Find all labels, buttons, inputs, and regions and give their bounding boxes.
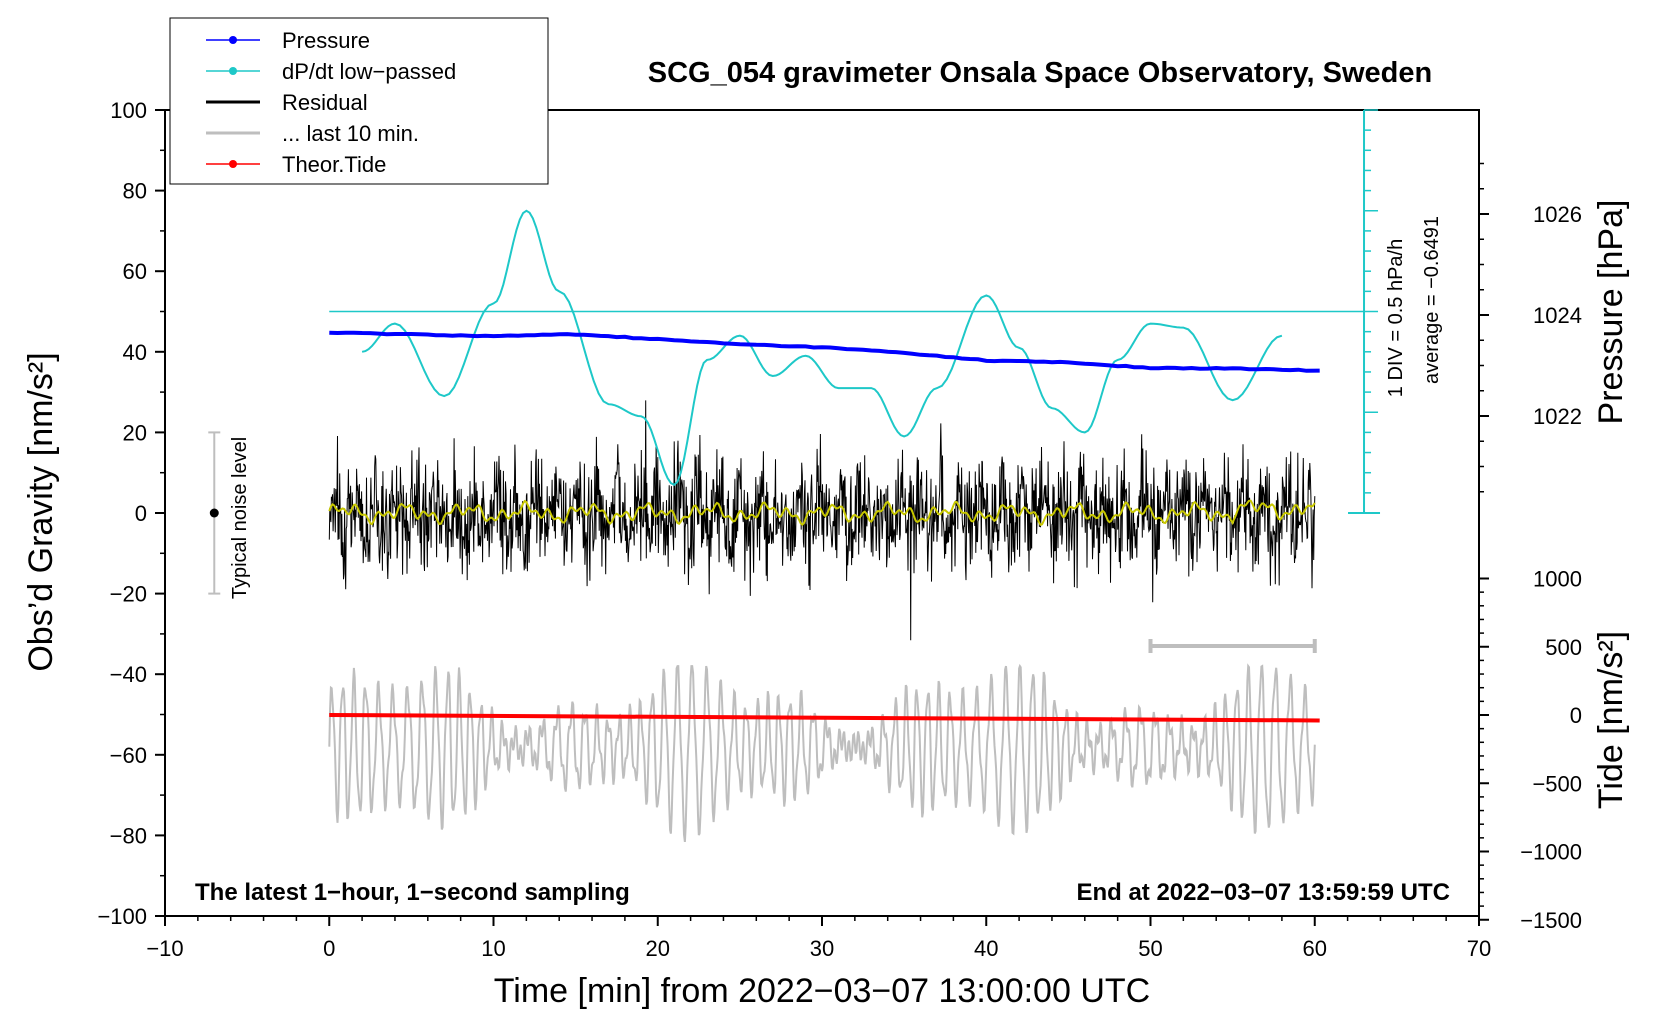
series-theor-tide (329, 713, 1320, 723)
x-tick-label: 60 (1303, 936, 1327, 961)
y-axis-pressure-title: Pressure [hPa] (1592, 200, 1630, 425)
note-left: The latest 1−hour, 1−second sampling (195, 879, 630, 906)
x-axis: −10 0 10 20 30 40 50 60 70 (146, 916, 1491, 961)
annotations: Typical noise level (208, 431, 1317, 653)
y-tick-label: −40 (110, 662, 147, 687)
legend-label: dP/dt low−passed (282, 59, 456, 84)
x-tick-label: 0 (323, 936, 335, 961)
pressure-tick-label: 1022 (1533, 404, 1582, 429)
series-residual (328, 400, 1316, 641)
y-tick-label: 100 (110, 98, 147, 123)
x-tick-label: 10 (481, 936, 505, 961)
series-last-10-min (328, 663, 1316, 843)
tide-tick-label: 0 (1570, 703, 1582, 728)
y-tick-label: −100 (97, 904, 147, 929)
series-residual-lowpass (328, 499, 1316, 527)
y-tick-label: 40 (123, 340, 147, 365)
noise-bar-dot (209, 508, 219, 518)
legend-marker (229, 67, 237, 75)
pressure-tick-label: 1024 (1533, 303, 1582, 328)
legend-marker (229, 160, 237, 168)
tide-tick-label: 1000 (1533, 567, 1582, 592)
x-tick-label: −10 (146, 936, 183, 961)
series-pressure (329, 330, 1320, 373)
y-axis-tide: 1000 500 0 −500 −1000 −1500 (1479, 567, 1582, 933)
x-tick-label: 30 (810, 936, 834, 961)
x-tick-label: 20 (646, 936, 670, 961)
tide-tick-label: −1000 (1520, 840, 1582, 865)
y-tick-label: 0 (135, 501, 147, 526)
y-axis-left-title: Obs’d Gravity [nm/s²] (22, 352, 60, 671)
y-tick-label: −80 (110, 823, 147, 848)
y-tick-label: 20 (123, 420, 147, 445)
legend-label: ... last 10 min. (282, 121, 419, 146)
legend-marker (229, 36, 237, 44)
noise-bar-label: Typical noise level (229, 437, 251, 599)
legend-label: Pressure (282, 28, 370, 53)
x-tick-label: 50 (1138, 936, 1162, 961)
y-tick-label: 80 (123, 179, 147, 204)
legend-label: Residual (282, 90, 368, 115)
legend-label: Theor.Tide (282, 152, 386, 177)
y-tick-label: 60 (123, 259, 147, 284)
x-tick-label: 70 (1467, 936, 1491, 961)
tide-tick-label: 500 (1545, 635, 1582, 660)
y-axis-left: 100 80 60 40 20 0 −20 −40 −60 −80 −100 (97, 98, 165, 929)
chart-title: SCG_054 gravimeter Onsala Space Observat… (648, 57, 1432, 89)
y-axis-pressure: 1026 1024 1022 (1479, 162, 1582, 493)
dpdt-scale-axis: 1 DIV = 0.5 hPa/h average = −0.6491 (1348, 109, 1443, 514)
dpdt-average-label: average = −0.6491 (1421, 216, 1443, 384)
legend: Pressure dP/dt low−passed Residual ... last… (169, 17, 549, 185)
y-axis-tide-title: Tide [nm/s²] (1592, 631, 1630, 809)
y-tick-label: −20 (110, 582, 147, 607)
x-tick-label: 40 (974, 936, 998, 961)
note-right: End at 2022−03−07 13:59:59 UTC (1076, 879, 1450, 906)
series-layer (328, 209, 1365, 843)
x-axis-title: Time [min] from 2022−03−07 13:00:00 UTC (494, 972, 1150, 1010)
tide-tick-label: −500 (1532, 771, 1582, 796)
dpdt-div-label: 1 DIV = 0.5 hPa/h (1385, 239, 1407, 397)
tide-tick-label: −1500 (1520, 908, 1582, 933)
y-tick-label: −60 (110, 743, 147, 768)
pressure-tick-label: 1026 (1533, 202, 1582, 227)
